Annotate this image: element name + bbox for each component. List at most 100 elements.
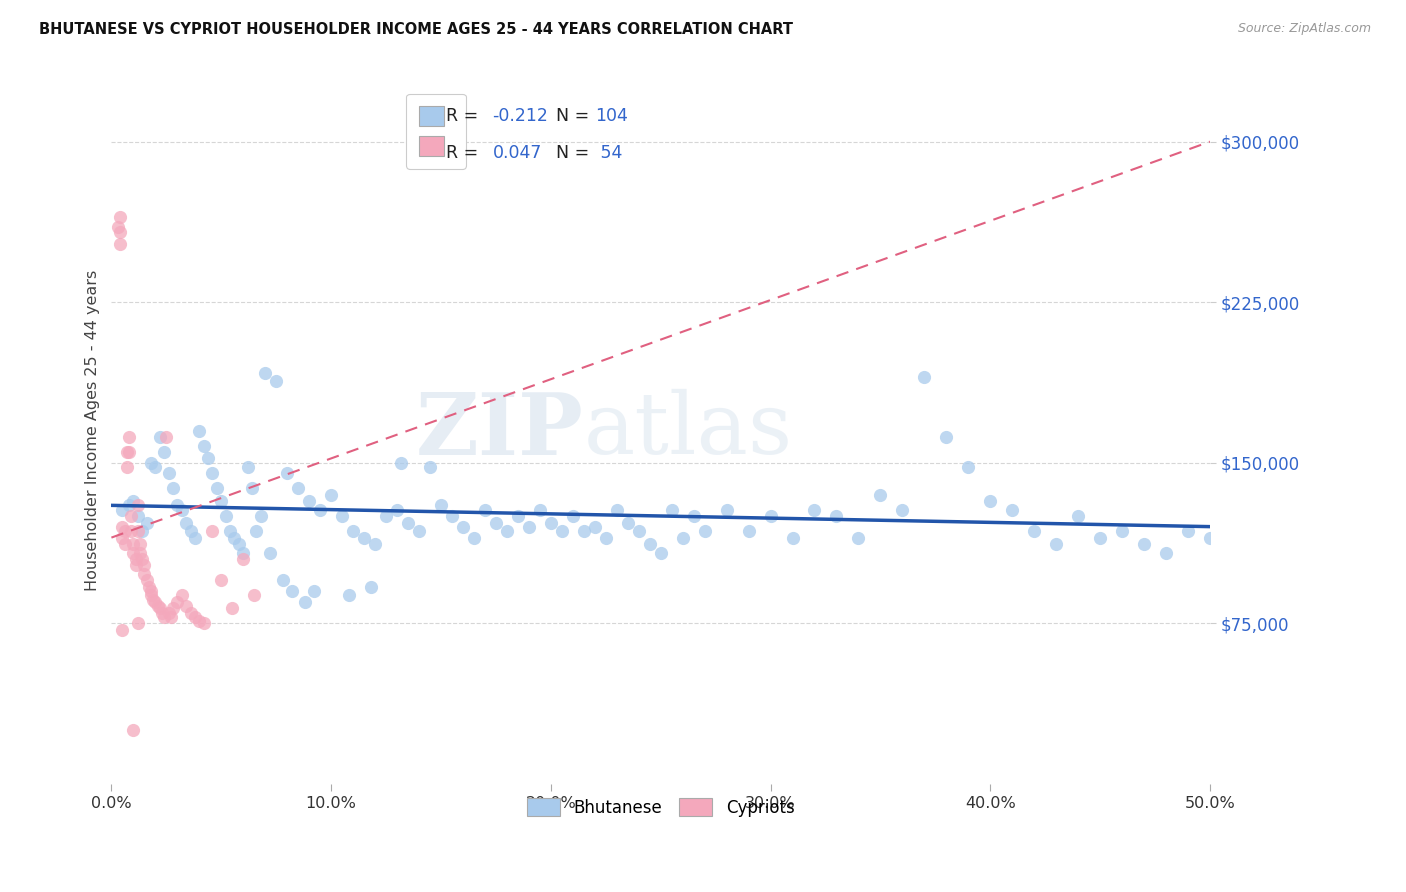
Point: [430, 499, 453, 513]
Point: [111, 520, 134, 534]
Point: [342, 524, 364, 538]
Point: [716, 502, 738, 516]
Point: [108, 225, 131, 239]
Point: [506, 509, 529, 524]
Point: [115, 445, 138, 459]
Point: [221, 601, 243, 615]
Point: [232, 552, 254, 566]
Point: [391, 456, 413, 470]
Point: [419, 460, 441, 475]
Point: [209, 574, 232, 588]
Point: [672, 531, 695, 545]
Text: N =: N =: [557, 144, 589, 162]
Point: [1199, 531, 1222, 545]
Point: [245, 524, 267, 538]
Point: [496, 524, 519, 538]
Point: [143, 595, 166, 609]
Point: [139, 584, 162, 599]
Point: [201, 467, 224, 481]
Point: [353, 531, 375, 545]
Point: [529, 502, 551, 516]
Text: BHUTANESE VS CYPRIOT HOUSEHOLDER INCOME AGES 25 - 44 YEARS CORRELATION CHART: BHUTANESE VS CYPRIOT HOUSEHOLDER INCOME …: [39, 22, 793, 37]
Point: [170, 588, 193, 602]
Point: [1154, 545, 1177, 559]
Point: [1088, 531, 1111, 545]
Point: [627, 524, 650, 538]
Point: [179, 524, 201, 538]
Point: [264, 375, 287, 389]
Point: [259, 545, 281, 559]
Point: [120, 524, 142, 538]
Point: [111, 531, 134, 545]
Point: [146, 599, 169, 613]
Point: [155, 430, 177, 444]
Point: [153, 609, 176, 624]
Point: [162, 601, 184, 615]
Point: [135, 574, 157, 588]
Point: [606, 502, 628, 516]
Point: [650, 545, 672, 559]
Point: [209, 494, 232, 508]
Point: [321, 488, 343, 502]
Point: [309, 502, 332, 516]
Point: [280, 584, 302, 599]
Point: [224, 531, 246, 545]
Point: [848, 531, 870, 545]
Text: N =: N =: [557, 107, 589, 125]
Point: [935, 430, 957, 444]
Point: [166, 595, 188, 609]
Point: [271, 574, 294, 588]
Point: [803, 502, 825, 516]
Point: [193, 616, 215, 631]
Point: [360, 580, 382, 594]
Point: [129, 537, 152, 551]
Point: [107, 220, 129, 235]
Point: [170, 502, 193, 516]
Point: [451, 520, 474, 534]
Point: [134, 566, 156, 581]
Point: [118, 430, 141, 444]
Point: [302, 584, 325, 599]
Point: [166, 499, 188, 513]
Point: [127, 524, 149, 538]
Point: [184, 531, 207, 545]
Point: [228, 537, 250, 551]
Y-axis label: Householder Income Ages 25 - 44 years: Householder Income Ages 25 - 44 years: [86, 270, 100, 591]
Point: [149, 430, 172, 444]
Point: [134, 558, 156, 573]
Point: [385, 502, 408, 516]
Point: [440, 509, 463, 524]
Point: [127, 509, 149, 524]
Point: [1001, 502, 1024, 516]
Point: [364, 537, 387, 551]
Point: [979, 494, 1001, 508]
Point: [572, 524, 595, 538]
Point: [179, 606, 201, 620]
Point: [330, 509, 353, 524]
Point: [118, 499, 141, 513]
Point: [551, 524, 574, 538]
Point: [108, 210, 131, 224]
Point: [150, 606, 173, 620]
Point: [485, 516, 508, 530]
Text: R =: R =: [447, 144, 478, 162]
Point: [737, 524, 759, 538]
Point: [143, 460, 166, 475]
Point: [240, 482, 263, 496]
Point: [157, 606, 180, 620]
Text: Source: ZipAtlas.com: Source: ZipAtlas.com: [1237, 22, 1371, 36]
Point: [114, 537, 136, 551]
Point: [197, 451, 219, 466]
Point: [869, 488, 891, 502]
Point: [138, 580, 160, 594]
Point: [135, 516, 157, 530]
Point: [115, 460, 138, 475]
Point: [1111, 524, 1133, 538]
Point: [287, 482, 309, 496]
Point: [616, 516, 638, 530]
Point: [174, 516, 197, 530]
Point: [139, 456, 162, 470]
Point: [540, 516, 562, 530]
Text: 0.047: 0.047: [492, 144, 541, 162]
Text: atlas: atlas: [583, 389, 793, 472]
